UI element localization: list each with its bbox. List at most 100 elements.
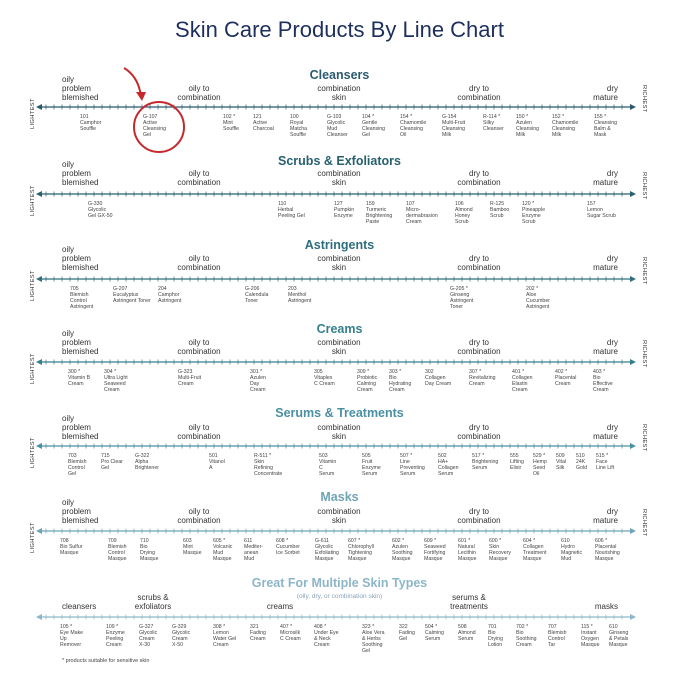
creams-product-3: 301 * Azulen Day Cream: [250, 369, 266, 393]
multi-product-9: 322 Fading Gel: [399, 624, 415, 642]
scrubs-arrow-right-icon: [630, 191, 636, 197]
masks-arrow-right-icon: [630, 528, 636, 534]
scrubs-skin-dry-combo: dry to combination: [457, 169, 501, 187]
creams-product-10: 402 * Placental Cream: [555, 369, 577, 387]
scrubs-richest-label: RICHEST: [641, 172, 647, 200]
astringents-skin-dry-combo: dry to combination: [457, 254, 501, 272]
cleansers-product-0: 101 Camphor Souffle: [80, 114, 102, 132]
highlight-circle: [133, 101, 185, 153]
cleansers-product-4: 100 Royal Matcha Souffle: [290, 114, 308, 138]
masks-product-3: 603 Mint Masque: [183, 538, 202, 556]
serums-richest-label: RICHEST: [641, 424, 647, 452]
serums-product-6: 505 Fruit Enzyme Serum: [362, 453, 381, 477]
creams-product-2: G-323 Multi-Fruit Cream: [178, 369, 202, 387]
serums-product-9: 517 * Brightening Serum: [472, 453, 499, 471]
cleansers-section-title: Cleansers: [309, 68, 370, 82]
scrubs-skin-oily-combo: oily to combination: [177, 169, 221, 187]
masks-richest-label: RICHEST: [641, 509, 647, 537]
cleansers-product-9: R-114 * Silky Cleanser: [483, 114, 504, 132]
astringents-product-1: G-207 Eucalyptus Astringent Toner: [113, 286, 151, 304]
masks-product-15: 606 * Placental Nourishing Masque: [595, 538, 620, 562]
multi-label-cleansers: cleansers: [62, 602, 97, 611]
multi-arrow-right-icon: [630, 614, 636, 620]
masks-product-11: 601 * Natural Lecithin Masque: [458, 538, 477, 562]
multi-label-masks: masks: [594, 602, 618, 611]
masks-product-12: 600 * Skin Recovery Masque: [489, 538, 511, 562]
cleansers-richest-label: RICHEST: [641, 85, 647, 113]
creams-lightest-label: LIGHTEST: [30, 353, 36, 384]
cleansers-product-12: 155 * Cleansing Balm & Mask: [594, 114, 618, 138]
cleansers-product-2: 102 * Mint Souffle: [223, 114, 240, 132]
multi-product-8: 323 * Aloe Vera & Herbs Soothing Gel: [362, 624, 385, 654]
masks-product-7: G-611 Glycolic Exfoliating Masque: [315, 538, 339, 562]
astringents-arrow-left-icon: [36, 276, 42, 282]
creams-skin-oily: oily problem blemished: [62, 329, 99, 356]
scrubs-product-5: 106 Almond Honey Scrub: [455, 201, 473, 225]
astringents-product-4: 203 Menthol Astringent: [288, 286, 312, 304]
creams-product-9: 401 * Collagen Elastin Cream: [512, 369, 533, 393]
masks-section-title: Masks: [320, 490, 359, 504]
creams-product-0: 300 * Vitamin B Cream: [68, 369, 91, 387]
masks-product-5: 611 Mediter-anean Mud: [244, 538, 264, 562]
cleansers-skin-oily: oily problem blemished: [62, 75, 99, 102]
multi-product-14: 707 Blemish Control Tar: [548, 624, 567, 648]
multi-product-5: 321 Fading Cream: [250, 624, 266, 642]
multi-product-4: 308 * Lemon Water Gel Cream: [213, 624, 237, 648]
cleansers-arrow-left-icon: [36, 104, 42, 110]
cleansers-lightest-label: LIGHTEST: [30, 98, 36, 129]
multi-product-12: 701 Bio Drying Lotion: [488, 624, 503, 648]
cleansers-product-11: 152 * Chamomile Cleansing Milk: [552, 114, 579, 138]
masks-skin-dry: dry mature: [593, 507, 618, 525]
masks-product-8: 607 * Chlorophyll Tightening Masque: [348, 538, 374, 562]
footnote: * products suitable for sensitive skin: [62, 658, 150, 664]
masks-skin-oily-combo: oily to combination: [177, 507, 221, 525]
astringents-section-title: Astringents: [304, 238, 375, 252]
cleansers-product-8: G-154 Multi-Fruit Cleansing Milk: [442, 114, 466, 138]
multi-product-15: 115 * Instant Oxygen Masque: [581, 624, 600, 648]
creams-product-4: 305 Vitaplex C Cream: [314, 369, 335, 387]
cleansers-skin-oily-combo: oily to combination: [177, 84, 221, 102]
multi-product-11: 508 Almond Serum: [458, 624, 476, 642]
creams-product-11: 403 * Bio Effective Cream: [593, 369, 613, 393]
serums-product-3: 501 Vitanol A: [209, 453, 225, 471]
masks-product-9: 602 * Azulen Soothing Masque: [392, 538, 413, 562]
multi-product-10: 504 * Calming Serum: [425, 624, 445, 642]
scrubs-product-4: 107 Micro-dermabrasion Cream: [406, 201, 438, 225]
masks-product-0: 708 Bio Sulfur Masque: [60, 538, 83, 556]
astringents-skin-dry: dry mature: [593, 254, 618, 272]
astringents-richest-label: RICHEST: [641, 257, 647, 285]
multi-label-creams: creams: [266, 602, 294, 611]
serums-product-8: 502 HA+ Collagen Serum: [438, 453, 459, 477]
astringents-arrow-right-icon: [630, 276, 636, 282]
masks-skin-dry-combo: dry to combination: [457, 507, 501, 525]
creams-product-6: 303 * Bio Hydrating Cream: [389, 369, 412, 393]
scrubs-arrow-left-icon: [36, 191, 42, 197]
serums-product-2: G-322 Alpha Brightener: [135, 453, 159, 471]
serums-skin-oily-combo: oily to combination: [177, 423, 221, 441]
scrubs-product-6: R-125 Bamboo Scrub: [490, 201, 510, 219]
cleansers-arrow-right-icon: [630, 104, 636, 110]
cleansers-product-5: G-103 Glycolic Mud Cleanser: [327, 114, 348, 138]
serums-product-4: R-511 * Skin Refining Concentrate: [254, 453, 283, 477]
cleansers-product-6: 104 * Gentle Cleansing Gel: [362, 114, 386, 138]
scrubs-product-8: 157 Lemon Sugar Scrub: [587, 201, 616, 219]
creams-skin-combo: combination skin: [317, 338, 361, 356]
creams-arrow-left-icon: [36, 359, 42, 365]
multi-product-2: G-327 Glycolic Cream X-30: [139, 624, 158, 648]
scrubs-skin-dry: dry mature: [593, 169, 618, 187]
astringents-product-0: 705 Blemish Control Astringent: [70, 286, 94, 310]
scrubs-product-3: 159 Turmeric Brightening Paste: [366, 201, 393, 225]
creams-skin-dry: dry mature: [593, 338, 618, 356]
creams-product-1: 304 * Ultra Light Seaweed Cream: [104, 369, 128, 393]
masks-product-6: 608 * Cucumber Ice Sorbet: [276, 538, 300, 556]
astringents-skin-oily: oily problem blemished: [62, 245, 99, 272]
multi-product-3: G-329 Glycolic Cream X-50: [172, 624, 191, 648]
masks-product-10: 609 * Seaweed Fortifying Masque: [424, 538, 446, 562]
masks-lightest-label: LIGHTEST: [30, 522, 36, 553]
multi-product-7: 408 * Under Eye & Neck Cream: [314, 624, 339, 648]
serums-product-14: 515 * Face Line Lift: [596, 453, 615, 471]
serums-product-12: 509 Vital Silk: [556, 453, 566, 471]
astringents-product-6: 202 * Aloe Cucumber Astringent: [526, 286, 550, 310]
